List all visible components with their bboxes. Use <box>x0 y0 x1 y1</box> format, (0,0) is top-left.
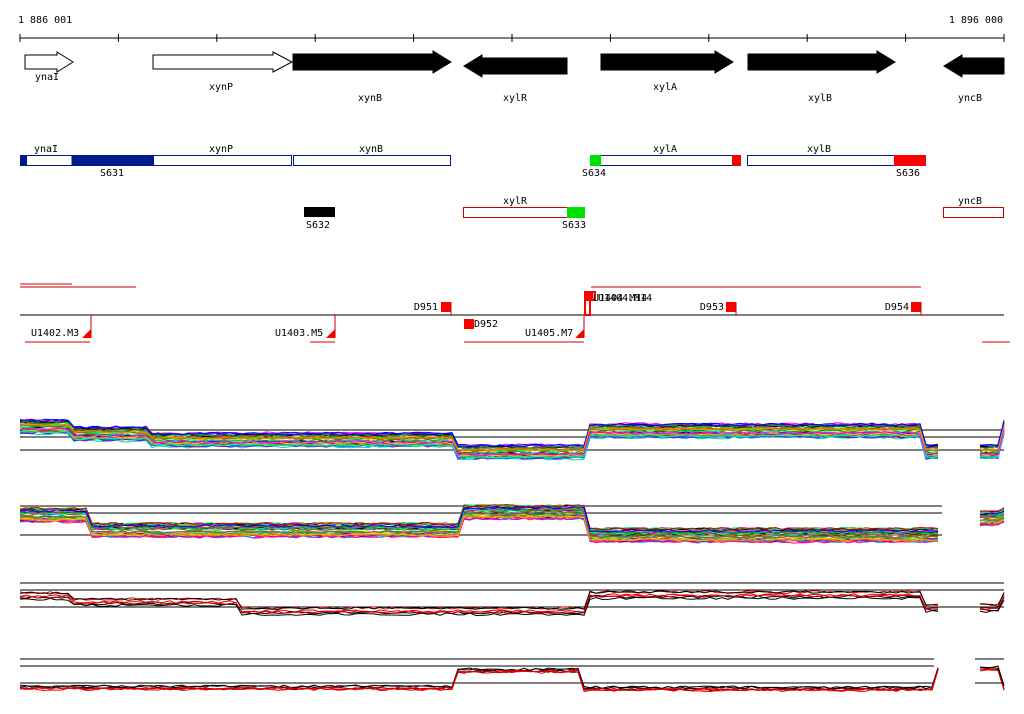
transcript-box-yncb[interactable] <box>943 207 1004 218</box>
transcript-label-xyla: xylA <box>653 144 677 155</box>
downshift-marker-d953[interactable] <box>726 302 736 312</box>
gene-arrow-xylb[interactable] <box>747 50 896 74</box>
segment-s634-label: S634 <box>582 168 606 179</box>
upshift-label-u1404: U1404.M14 <box>593 293 647 304</box>
expression-track-4 <box>19 658 1005 693</box>
gene-label-xylr: xylR <box>503 93 528 104</box>
segment-s632-block[interactable] <box>304 207 335 217</box>
transcript-label-xylr: xylR <box>503 196 528 207</box>
shift-marker-track: D951 D952 D953 D954 U1402.M3 U1403.M5 U1… <box>20 283 1010 343</box>
expression-track-2 <box>19 503 1005 544</box>
gene-arrow-yncb[interactable] <box>943 54 1005 78</box>
expression-profile-line <box>19 590 1005 610</box>
expression-profile-line <box>19 665 1005 689</box>
transcript-start-block <box>20 155 27 166</box>
upshift-marker-u1405[interactable] <box>575 329 584 338</box>
gene-label-yncb: yncB <box>958 93 982 104</box>
gene-track: ynaI xynP xynB xylR xylA xylB yncB <box>24 50 1005 104</box>
upshift-label-u1405: U1405.M7 <box>525 328 573 339</box>
expression-profile-line <box>19 506 1005 533</box>
ruler-end-label: 1 896 000 <box>949 15 1003 26</box>
transcript-label-yncb: yncB <box>958 196 982 207</box>
transcript-box-xyla[interactable] <box>590 155 741 166</box>
downshift-label-d951: D951 <box>414 302 438 313</box>
ruler: 1 886 001 1 896 000 <box>18 15 1005 42</box>
segment-s634-block[interactable] <box>590 155 601 166</box>
upshift-marker-u1402[interactable] <box>82 329 91 338</box>
track-1-profiles <box>19 418 1005 461</box>
segment-s636-block[interactable] <box>894 155 926 166</box>
segment-s636-label: S636 <box>896 168 920 179</box>
expression-track-1 <box>19 418 1005 461</box>
upshift-marker-u1404-block <box>585 293 593 301</box>
expression-profile-line <box>19 515 1005 542</box>
segment-s632-label: S632 <box>306 220 330 231</box>
segment-s631-block[interactable] <box>72 155 154 166</box>
gene-arrow-xylr[interactable] <box>463 54 568 78</box>
transcript-label-xylb: xylB <box>807 144 831 155</box>
track-4-profiles <box>19 665 1005 693</box>
reverse-transcript-track: S632 xylR S633 yncB <box>304 196 1004 231</box>
expression-profile-line <box>19 427 1005 456</box>
expression-profile-line <box>19 512 1005 539</box>
downshift-marker-d952[interactable] <box>464 319 474 329</box>
expression-profile-line <box>19 504 1005 531</box>
downshift-label-d952: D952 <box>474 319 498 330</box>
expression-profile-line <box>19 418 1005 448</box>
transcript-box-xynb[interactable] <box>293 155 451 166</box>
track-3-profiles <box>19 590 1005 617</box>
transcript-label-xynb: xynB <box>359 144 383 155</box>
transcript-box-ynai-xynp[interactable] <box>20 155 292 166</box>
gene-label-ynai: ynaI <box>35 72 59 83</box>
gene-label-xyla: xylA <box>653 82 677 93</box>
upshift-label-u1403: U1403.M5 <box>275 328 323 339</box>
downshift-label-d953: D953 <box>700 302 724 313</box>
transcript-label-xynp: xynP <box>209 144 233 155</box>
segment-s633-label: S633 <box>562 220 586 231</box>
gene-label-xylb: xylB <box>808 93 832 104</box>
expression-profile-line <box>19 594 1005 614</box>
track-2-profiles <box>19 503 1005 544</box>
gene-arrow-xyla[interactable] <box>600 50 734 74</box>
downshift-label-d954: D954 <box>885 302 909 313</box>
downshift-marker-d951[interactable] <box>441 302 451 312</box>
expression-profile-line <box>19 666 1005 690</box>
gene-label-xynp: xynP <box>209 82 233 93</box>
upshift-marker-u1403[interactable] <box>326 329 335 338</box>
expression-profile-line <box>19 423 1005 452</box>
transcript-box-xylr[interactable] <box>463 207 585 218</box>
ruler-ticks <box>19 34 1005 42</box>
transcript-end-marker <box>732 155 741 166</box>
ruler-start-label: 1 886 001 <box>18 15 72 26</box>
upshift-label-u1402: U1402.M3 <box>31 328 79 339</box>
gene-arrow-ynai[interactable] <box>24 51 74 73</box>
segment-s631-label: S631 <box>100 168 124 179</box>
gene-arrow-xynp[interactable] <box>152 51 294 73</box>
forward-transcript-track: ynaI xynP xynB xylA xylB S631 S634 S636 <box>20 144 926 179</box>
expression-profile-line <box>19 668 1005 692</box>
upshift-label-u1404-overlap: U1404.M14 <box>598 293 652 304</box>
downshift-marker-d954[interactable] <box>911 302 921 312</box>
segment-s633-block[interactable] <box>567 207 585 218</box>
gene-arrow-xynb[interactable] <box>292 50 452 74</box>
gene-label-xynb: xynB <box>358 93 382 104</box>
transcript-label-ynai: ynaI <box>34 144 58 155</box>
expression-profile-line <box>19 430 1005 459</box>
expression-track-3 <box>19 582 1005 617</box>
